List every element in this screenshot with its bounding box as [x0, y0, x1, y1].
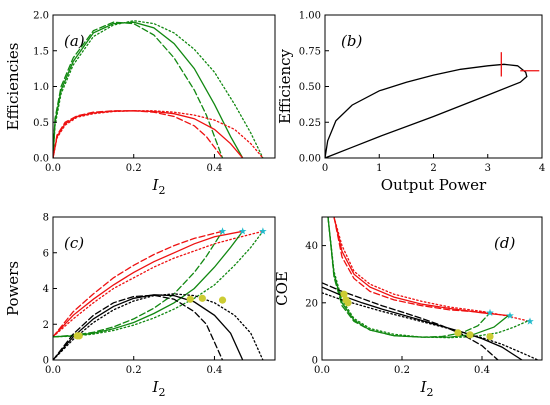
star-marker	[259, 227, 267, 235]
series-red-dashed	[53, 110, 224, 158]
x-axis-label: I2	[152, 176, 166, 197]
star-marker	[506, 311, 514, 319]
x-tick-label: 0	[322, 163, 328, 174]
y-tick-label: 20	[305, 298, 318, 309]
star-marker	[238, 227, 247, 235]
x-tick-label: 3	[485, 163, 491, 174]
x-tick-label: 0.4	[207, 365, 223, 376]
marker-point	[486, 332, 494, 341]
y-axis-label: COE	[273, 271, 291, 306]
x-tick-label: 0.4	[207, 163, 223, 174]
x-tick-label: 0.0	[314, 365, 330, 376]
series-red-dotted	[53, 230, 264, 338]
panel-b: 0 1 2 3 4 0.00 0.25 0.50 0.75 1.00 (b) Efficiency Ou…	[276, 11, 545, 195]
y-tick-label: 0.50	[299, 82, 321, 93]
series-black-solid	[322, 286, 523, 360]
series-green-solid	[53, 230, 244, 338]
marker-point	[186, 295, 194, 303]
x-tick-label: 0.2	[126, 365, 142, 376]
y-tick-label: 6	[43, 248, 49, 259]
x-tick-label: 0.4	[474, 365, 490, 376]
marker-point	[198, 294, 206, 302]
y-tick-label: 1.0	[33, 82, 49, 93]
y-tick-label: 40	[305, 241, 318, 252]
x-axis-subscript: 2	[158, 184, 165, 197]
star-marker	[486, 308, 494, 316]
series-black-dotted	[53, 293, 264, 360]
series-black-dashed	[53, 294, 224, 360]
y-tick-label: 1.00	[299, 11, 321, 22]
series-green-dotted	[53, 20, 264, 158]
y-tick-label: 1.5	[33, 46, 49, 57]
x-axis-subscript: 2	[426, 386, 433, 399]
panel-a: 0.0 0.2 0.4 0.0 0.5 1.0 1.5 2.0 (a) Efficiencies I…	[4, 11, 276, 197]
series-red-dashed	[333, 217, 491, 314]
x-tick-label: 2	[430, 163, 436, 174]
series-red-dotted	[53, 110, 264, 158]
x-axis-label: I2	[152, 378, 166, 399]
y-tick-label: 2	[43, 320, 49, 331]
panel-label: (b)	[341, 32, 362, 50]
series-green-dashed	[53, 230, 224, 338]
axes-frame	[52, 216, 276, 361]
y-axis-label: Powers	[4, 261, 22, 316]
panel-label: (a)	[64, 32, 85, 50]
y-tick-label: 4	[43, 284, 49, 295]
x-axis-symbol: I	[152, 378, 160, 396]
series-green-dotted	[53, 230, 264, 338]
marker-point	[218, 296, 227, 304]
x-tick-label: 0.0	[45, 365, 61, 376]
y-tick-label: 0.00	[299, 154, 321, 165]
x-axis-subscript: 2	[158, 386, 165, 399]
series-black-solid	[53, 294, 244, 360]
panel-label: (d)	[494, 234, 515, 252]
plot-area	[53, 230, 264, 360]
marker-point	[466, 331, 474, 339]
y-tick-label: 0	[43, 356, 49, 367]
marker-point	[344, 299, 352, 307]
x-axis-label: I2	[420, 378, 434, 399]
star-marker	[218, 227, 227, 235]
series-green-solid	[53, 21, 244, 158]
series-red-dashed	[53, 230, 224, 338]
marker-point	[340, 290, 348, 298]
plot-area	[53, 20, 264, 158]
y-tick-label: 0.5	[33, 118, 49, 129]
y-tick-label: 0	[312, 356, 318, 367]
y-axis-label: Efficiencies	[4, 43, 22, 131]
plot-area	[325, 63, 528, 158]
series-red-dotted	[333, 217, 531, 323]
y-tick-label: 2.0	[33, 11, 49, 22]
y-axis-label: Efficiency	[276, 48, 294, 124]
marker-point	[454, 329, 462, 337]
y-tick-label: 0.0	[33, 154, 49, 165]
series-green-dashed	[327, 217, 491, 338]
y-tick-label: 8	[43, 213, 49, 224]
x-tick-label: 0.2	[394, 365, 410, 376]
y-tick-label: 0.75	[299, 46, 321, 57]
x-axis-symbol: I	[152, 176, 160, 194]
x-axis-symbol: I	[420, 378, 428, 396]
y-tick-label: 0.25	[299, 118, 321, 129]
x-tick-label: 0.2	[126, 163, 142, 174]
x-tick-label: 1	[376, 163, 382, 174]
axes-frame	[321, 216, 543, 361]
series-red-solid	[53, 230, 244, 338]
panel-label: (c)	[64, 234, 84, 252]
panel-d: 0.0 0.2 0.4 0 20 40 (d) COE I2	[273, 216, 543, 399]
x-axis-label: Output Power	[381, 176, 487, 194]
series-green-dashed	[53, 21, 224, 158]
series-black-dashed	[322, 282, 499, 360]
x-tick-label: 4	[539, 163, 545, 174]
x-tick-label: 0.0	[45, 163, 61, 174]
marker-point	[75, 332, 83, 340]
star-marker	[526, 317, 534, 325]
series-black-solid	[325, 63, 528, 158]
